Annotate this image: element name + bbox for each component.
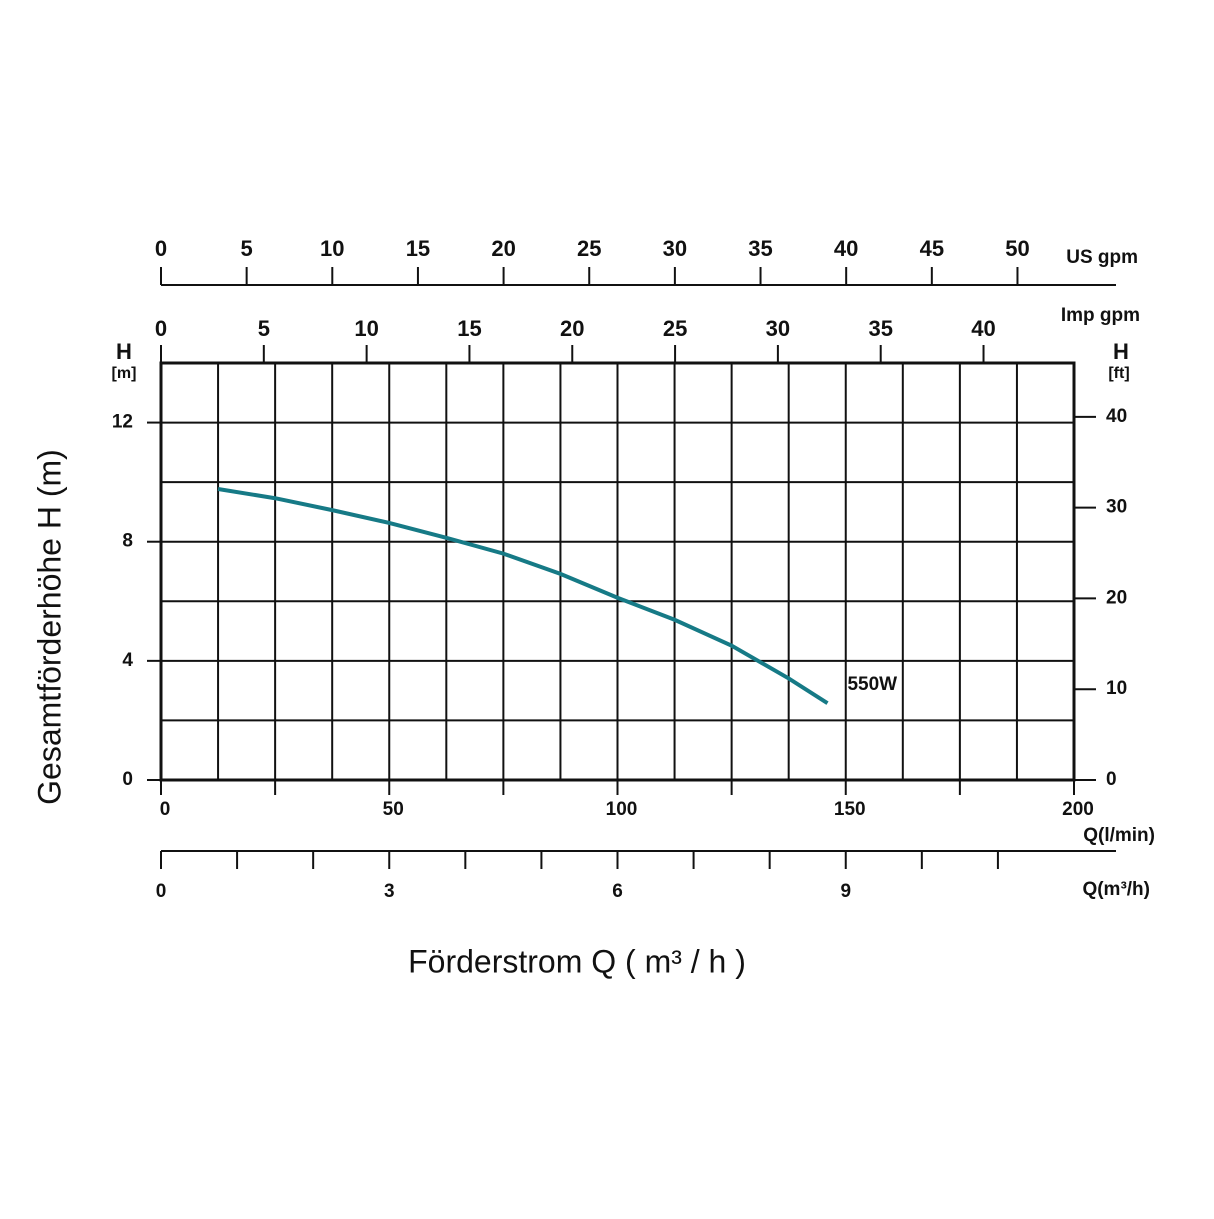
- y-title: Gesamtförderhöhe H (m): [31, 449, 67, 805]
- x-title: Förderstrom Q ( m³ / h ): [408, 943, 746, 979]
- x3-label: Q(m³/h): [1082, 879, 1150, 900]
- top-tick-label: 40: [971, 316, 995, 341]
- y2-tick-label: 30: [1106, 497, 1127, 518]
- y2-unit: [ft]: [1108, 365, 1129, 382]
- y2-tick-label: 10: [1106, 678, 1127, 699]
- top-tick-label: 15: [406, 236, 430, 261]
- top-tick-label: 10: [354, 316, 378, 341]
- y-tick-label: 4: [122, 650, 133, 671]
- y2-tick-label: 40: [1106, 406, 1127, 427]
- top-tick-label: 0: [155, 316, 167, 341]
- x3-tick-label: 0: [156, 881, 167, 902]
- top-tick-label: 35: [748, 236, 772, 261]
- top-axis-label: US gpm: [1066, 247, 1138, 268]
- x-tick-label: 0: [160, 799, 171, 820]
- y2-tick-label: 20: [1106, 587, 1127, 608]
- series-label: 550W: [847, 674, 897, 695]
- y2-tick-label: 0: [1106, 769, 1117, 790]
- y-tick-label: 8: [122, 531, 133, 552]
- top-tick-label: 25: [663, 316, 687, 341]
- x3-tick-label: 6: [612, 881, 623, 902]
- top-tick-label: 30: [766, 316, 790, 341]
- y-label: H: [116, 339, 132, 364]
- y-tick-label: 12: [112, 412, 133, 433]
- top-tick-label: 0: [155, 236, 167, 261]
- y-unit: [m]: [112, 365, 137, 382]
- top-tick-label: 5: [241, 236, 253, 261]
- x3-tick-label: 3: [384, 881, 395, 902]
- top-tick-label: 20: [560, 316, 584, 341]
- x-tick-label: 100: [606, 799, 638, 820]
- curve: [217, 487, 829, 705]
- x3-tick-label: 9: [840, 881, 851, 902]
- y2-label: H: [1113, 339, 1129, 364]
- top-tick-label: 50: [1005, 236, 1029, 261]
- x-tick-label: 200: [1062, 799, 1094, 820]
- top-axis-label: Imp gpm: [1061, 305, 1140, 326]
- x-tick-label: 150: [834, 799, 866, 820]
- top-tick-label: 45: [920, 236, 944, 261]
- top-tick-label: 5: [258, 316, 270, 341]
- x-label: Q(l/min): [1083, 825, 1155, 846]
- top-tick-label: 40: [834, 236, 858, 261]
- top-tick-label: 25: [577, 236, 601, 261]
- top-tick-label: 15: [457, 316, 481, 341]
- top-tick-label: 20: [491, 236, 515, 261]
- top-tick-label: 35: [868, 316, 892, 341]
- top-tick-label: 30: [663, 236, 687, 261]
- top-tick-label: 10: [320, 236, 344, 261]
- x-tick-label: 50: [383, 799, 404, 820]
- y-tick-label: 0: [122, 769, 133, 790]
